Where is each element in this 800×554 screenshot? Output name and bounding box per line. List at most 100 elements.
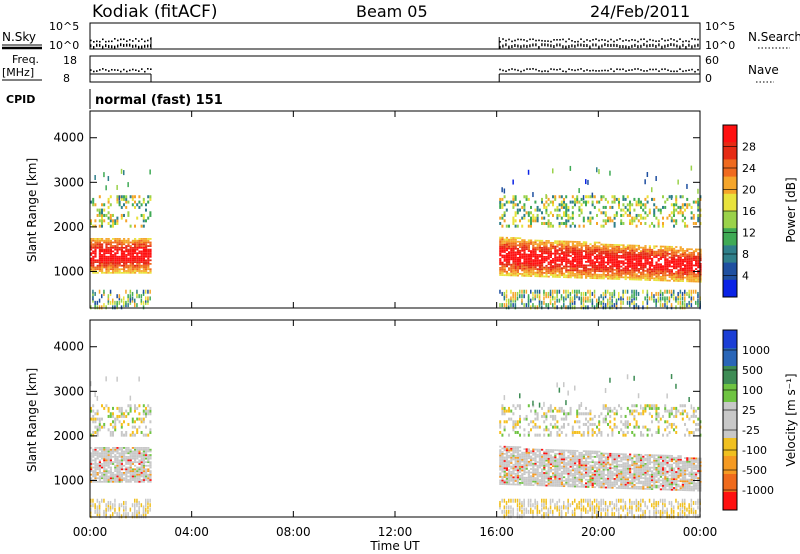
- range-gate-cell: [600, 275, 603, 278]
- range-gate-cell: [547, 248, 550, 251]
- range-gate-cell: [134, 475, 137, 478]
- range-gate-cell: [501, 224, 504, 228]
- range-gate-cell: [593, 245, 597, 247]
- range-gate-cell: [116, 448, 119, 451]
- range-gate-cell: [142, 473, 145, 476]
- nsearch-point: [652, 43, 654, 47]
- range-gate-cell: [127, 264, 130, 267]
- range-gate-cell: [114, 252, 117, 255]
- range-gate-cell: [523, 208, 526, 212]
- range-gate-cell: [499, 472, 502, 475]
- range-gate-cell: [521, 478, 524, 481]
- range-gate-cell: [662, 195, 665, 199]
- range-gate-cell: [105, 264, 108, 267]
- range-gate-cell: [94, 291, 96, 296]
- range-gate-cell: [527, 264, 531, 267]
- range-gate-cell: [499, 240, 502, 243]
- range-gate-cell: [92, 414, 95, 418]
- range-gate-cell: [635, 296, 638, 301]
- range-gate-cell: [664, 251, 667, 253]
- range-gate-cell: [624, 258, 627, 261]
- range-gate-cell: [549, 254, 553, 257]
- range-gate-cell: [516, 430, 519, 434]
- range-gate-cell: [670, 262, 674, 264]
- range-gate-cell: [120, 257, 123, 260]
- range-gate-cell: [519, 478, 522, 481]
- range-gate-cell: [538, 433, 541, 437]
- range-gate-cell: [114, 245, 117, 247]
- range-gate-cell: [609, 256, 612, 259]
- range-gate-cell: [598, 300, 600, 305]
- range-gate-cell: [112, 250, 115, 253]
- range-gate-cell: [664, 265, 667, 268]
- range-gate-cell: [140, 430, 143, 434]
- range-gate-cell: [591, 216, 594, 220]
- range-gate-cell: [567, 471, 570, 473]
- range-gate-cell: [530, 478, 533, 481]
- range-gate-cell: [547, 406, 550, 410]
- range-gate-cell: [534, 500, 536, 505]
- range-gate-cell: [684, 208, 687, 212]
- range-gate-cell: [107, 266, 110, 269]
- range-gate-cell: [591, 303, 594, 308]
- range-gate-cell: [677, 205, 680, 209]
- range-gate-cell: [96, 468, 99, 471]
- range-gate-cell: [596, 303, 598, 308]
- range-gate-cell: [635, 262, 638, 265]
- range-gate-cell: [677, 179, 679, 185]
- range-gate-cell: [96, 271, 99, 274]
- range-gate-cell: [149, 507, 151, 512]
- range-gate-cell: [633, 246, 636, 249]
- nsearch-point: [622, 45, 624, 49]
- range-gate-cell: [662, 272, 665, 275]
- range-gate-cell: [523, 248, 526, 250]
- range-gate-cell: [593, 289, 596, 294]
- range-gate-cell: [613, 249, 616, 252]
- range-gate-cell: [567, 390, 569, 396]
- range-gate-cell: [541, 475, 544, 478]
- range-gate-cell: [552, 456, 555, 459]
- range-gate-cell: [631, 219, 634, 223]
- range-gate-cell: [508, 269, 511, 271]
- range-gate-cell: [123, 471, 126, 474]
- range-gate-cell: [116, 259, 119, 262]
- nave-point: [90, 69, 92, 71]
- nsky-point: [141, 38, 143, 41]
- range-gate-cell: [142, 259, 145, 262]
- range-gate-cell: [516, 503, 519, 508]
- range-gate-cell: [105, 507, 107, 512]
- range-gate-cell: [109, 254, 112, 256]
- range-gate-cell: [90, 480, 93, 483]
- range-gate-cell: [149, 457, 152, 460]
- range-gate-cell: [556, 409, 559, 413]
- range-gate-cell: [534, 268, 537, 270]
- range-gate-cell: [578, 205, 581, 209]
- range-gate-cell: [116, 268, 119, 271]
- range-gate-cell: [147, 404, 150, 408]
- range-gate-cell: [501, 477, 504, 480]
- range-gate-cell: [629, 208, 632, 212]
- range-gate-cell: [534, 262, 537, 265]
- range-gate-cell: [134, 195, 136, 199]
- range-gate-cell: [629, 244, 632, 247]
- range-gate-cell: [523, 303, 525, 308]
- range-gate-cell: [699, 252, 702, 255]
- range-gate-cell: [637, 255, 641, 258]
- range-gate-cell: [499, 420, 502, 424]
- range-gate-cell: [690, 264, 693, 267]
- range-gate-cell: [140, 503, 143, 508]
- range-gate-cell: [101, 261, 104, 263]
- range-gate-cell: [101, 221, 103, 225]
- range-gate-cell: [547, 224, 550, 228]
- range-gate-cell: [105, 463, 108, 465]
- range-gate-cell: [107, 205, 110, 209]
- range-gate-cell: [585, 195, 588, 199]
- range-gate-cell: [666, 258, 669, 261]
- range-gate-cell: [103, 475, 106, 478]
- power-ylabel: Slant Range [km]: [25, 158, 39, 262]
- range-gate-cell: [105, 512, 107, 517]
- range-gate-cell: [514, 269, 517, 272]
- nsky-point: [622, 40, 624, 42]
- range-gate-cell: [94, 392, 96, 398]
- range-gate-cell: [591, 266, 594, 269]
